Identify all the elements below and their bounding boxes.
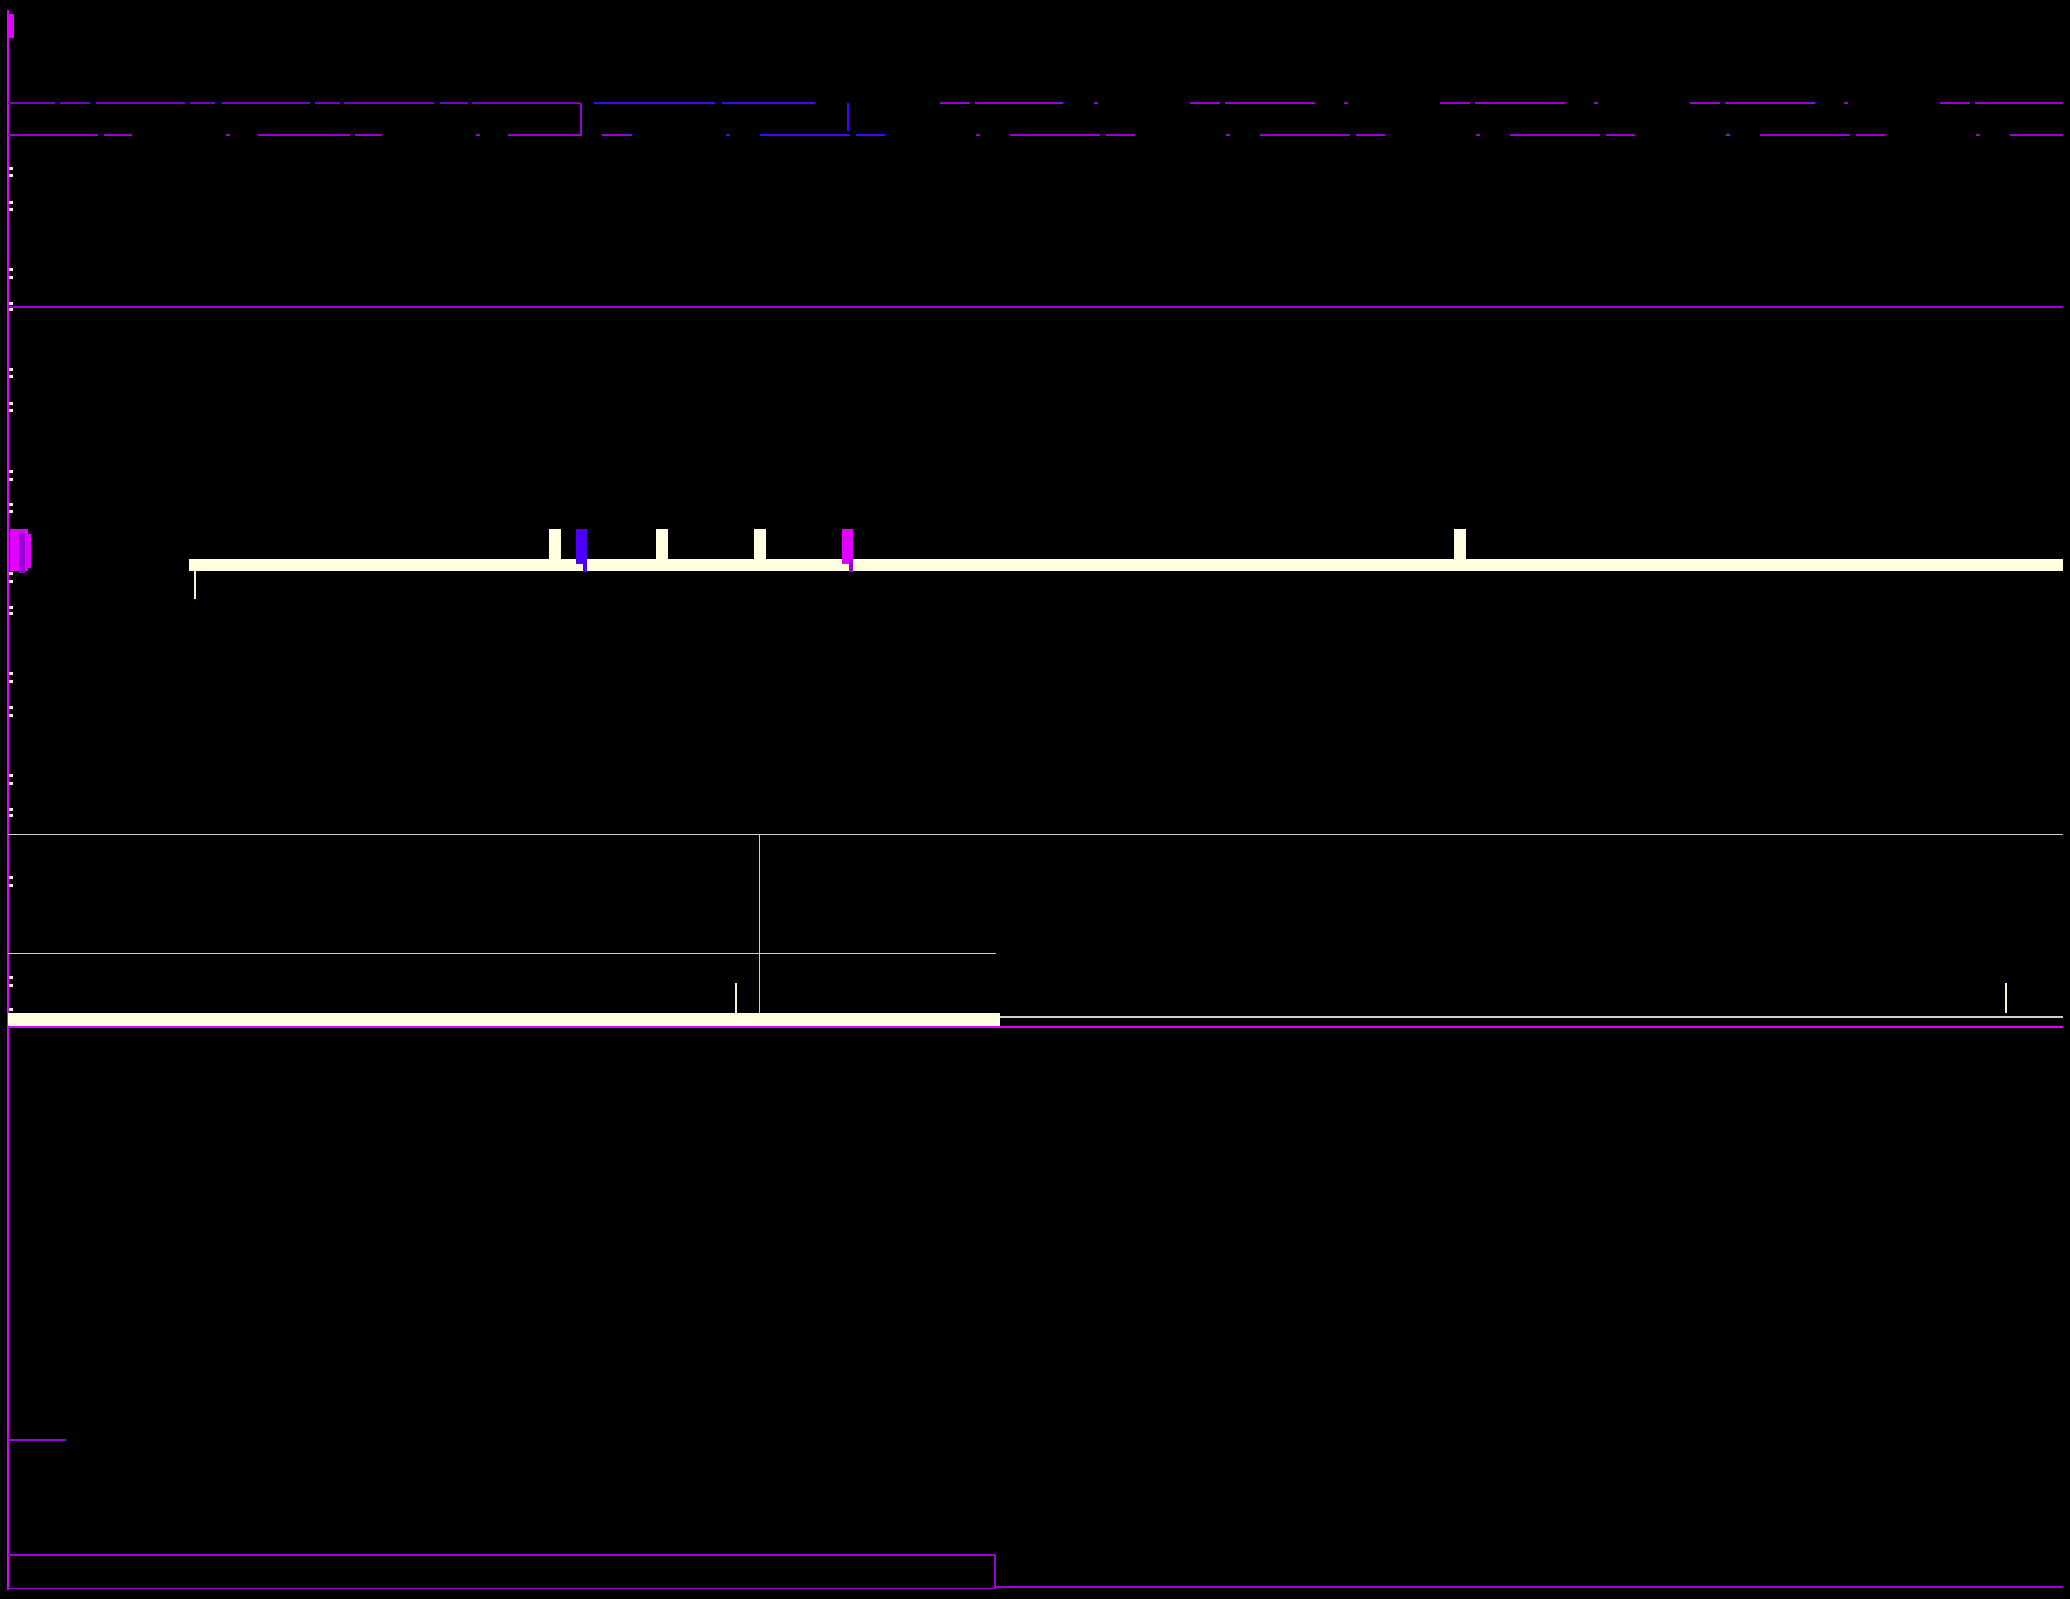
marker-5-stub bbox=[849, 559, 853, 572]
timeline-start-tick bbox=[194, 571, 196, 599]
playhead-handle-edge bbox=[28, 534, 31, 568]
marker-5[interactable] bbox=[842, 529, 853, 564]
left-border bbox=[7, 10, 9, 1590]
lower-panel-split bbox=[759, 834, 760, 1014]
footer-base-line bbox=[8, 1588, 996, 1589]
status-bar-underline bbox=[8, 1026, 2063, 1028]
lower-panel-tick-left bbox=[735, 983, 737, 1013]
marker-4[interactable] bbox=[754, 529, 766, 559]
header-strip bbox=[8, 102, 2063, 136]
timeline-track[interactable] bbox=[189, 559, 2063, 571]
marker-2[interactable] bbox=[576, 529, 587, 564]
footer-bottom-line bbox=[996, 1586, 2063, 1588]
footer-left-box bbox=[8, 1554, 996, 1589]
marker-3[interactable] bbox=[656, 529, 668, 559]
marker-1[interactable] bbox=[549, 529, 561, 559]
marker-6[interactable] bbox=[1454, 529, 1466, 559]
playhead-handle-inner bbox=[19, 533, 25, 573]
status-bar-left bbox=[8, 1013, 1000, 1027]
lower-panel-top-border bbox=[8, 834, 2063, 835]
header-divider bbox=[8, 306, 2063, 308]
lower-panel-mid-border bbox=[8, 953, 996, 954]
lower-left-accent bbox=[8, 1439, 66, 1441]
marker-2-stub bbox=[583, 559, 587, 572]
lower-panel-tick-right bbox=[2005, 983, 2007, 1013]
top-left-indicator bbox=[8, 14, 14, 38]
status-bar-right-line bbox=[1000, 1016, 2063, 1018]
